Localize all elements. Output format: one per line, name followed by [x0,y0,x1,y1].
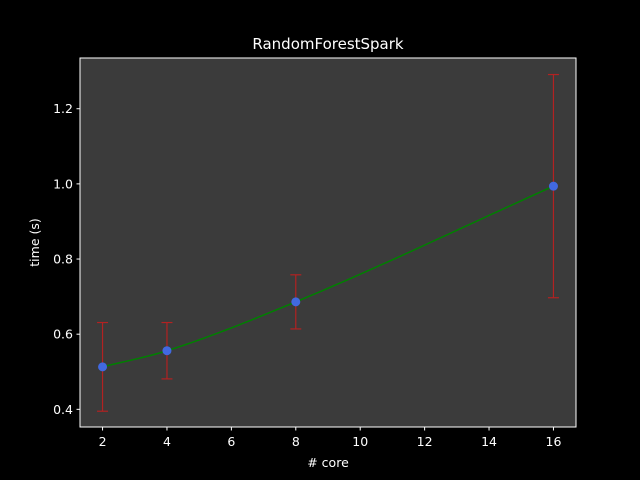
y-tick-label: 0.6 [53,327,73,342]
x-axis-ticks: 2 4 6 8 10 12 14 16 [99,427,562,449]
data-point [162,346,172,356]
x-tick-label: 16 [546,434,562,449]
plot-area [80,58,576,427]
x-tick-label: 12 [417,434,433,449]
plot-frame [79,57,577,428]
data-point [548,181,558,191]
x-tick-label: 2 [99,434,107,449]
x-tick-label: 4 [163,434,171,449]
y-tick-label: 0.8 [53,252,73,267]
series-layer [97,73,559,412]
y-axis-ticks: 0.4 0.6 0.8 1.0 1.2 [53,101,80,417]
chart-title: RandomForestSpark [252,35,404,53]
y-tick-label: 0.4 [53,402,73,417]
x-axis-label: # core [307,455,349,470]
data-point [291,297,301,307]
x-tick-label: 10 [352,434,368,449]
x-tick-label: 8 [292,434,300,449]
series-line [102,185,554,368]
x-tick-label: 6 [227,434,235,449]
x-tick-label: 14 [481,434,497,449]
y-tick-label: 1.0 [53,176,73,191]
data-point [98,362,108,372]
y-tick-label: 1.2 [53,101,73,116]
y-axis-label: time (s) [27,218,42,266]
